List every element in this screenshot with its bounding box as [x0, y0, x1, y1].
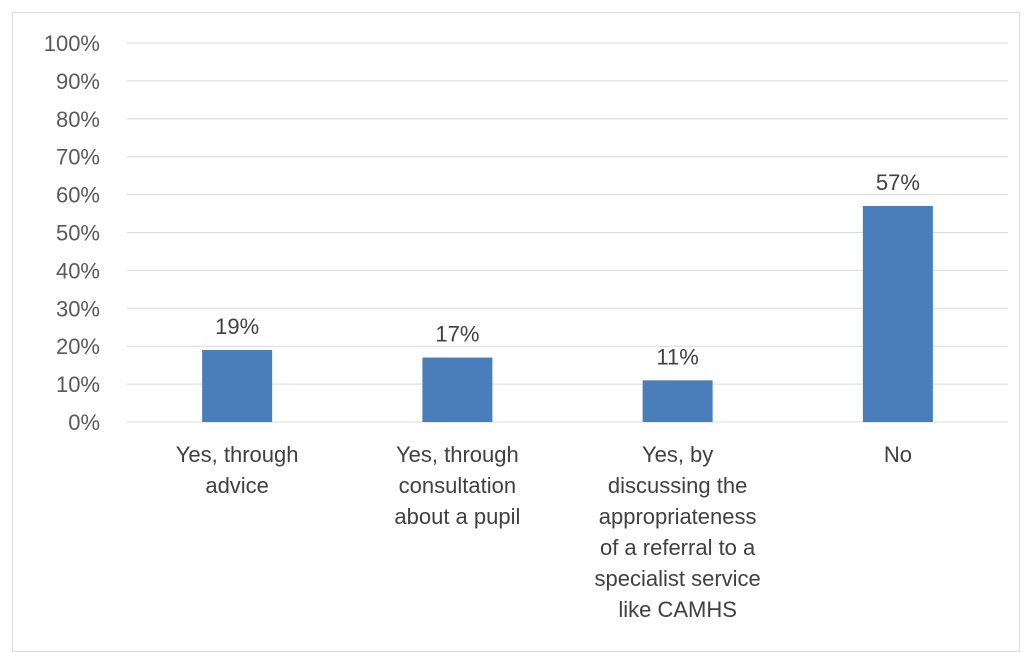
y-tick-label: 100%	[44, 31, 100, 56]
y-tick-label: 10%	[56, 372, 100, 397]
y-axis-ticks: 0% 10% 20% 30% 40% 50% 60% 70% 80% 90% 100%	[44, 31, 100, 435]
bar	[422, 357, 493, 422]
category-label-line: of a referral to a	[600, 535, 756, 560]
y-tick-label: 0%	[68, 410, 100, 435]
y-tick-label: 40%	[56, 258, 100, 283]
category-label: No	[884, 442, 912, 467]
category-label-line: Yes, through	[396, 442, 519, 467]
y-tick-label: 80%	[56, 107, 100, 132]
category-label-line: Yes, through	[176, 442, 299, 467]
category-label-line: Yes, by	[642, 442, 713, 467]
category-label: Yes, through advice	[176, 442, 299, 498]
data-label: 17%	[435, 322, 479, 347]
category-label: Yes, by discussing the appropriateness of a…	[594, 442, 760, 622]
category-labels: Yes, through advice Yes, through consultati…	[176, 442, 912, 622]
y-tick-label: 50%	[56, 221, 100, 246]
category-label-line: discussing the	[608, 473, 747, 498]
data-label: 19%	[215, 314, 259, 339]
category-label-line: consultation	[399, 473, 516, 498]
data-label: 11%	[656, 344, 698, 369]
category-label-line: about a pupil	[394, 504, 520, 529]
category-label-line: specialist service	[594, 566, 760, 591]
y-tick-label: 70%	[56, 145, 100, 170]
category-label-line: like CAMHS	[618, 597, 737, 622]
data-label: 57%	[876, 170, 920, 195]
category-label-line: No	[884, 442, 912, 467]
bar	[642, 380, 713, 422]
y-tick-label: 20%	[56, 334, 100, 359]
category-label-line: advice	[205, 473, 269, 498]
gridlines	[127, 42, 1008, 423]
y-tick-label: 60%	[56, 183, 100, 208]
category-label: Yes, through consultation about a pupil	[394, 442, 520, 529]
y-tick-label: 90%	[56, 69, 100, 94]
y-tick-label: 30%	[56, 296, 100, 321]
bar	[202, 349, 273, 422]
data-labels: 19% 17% 11% 57%	[215, 170, 920, 369]
bar	[862, 205, 933, 422]
category-label-line: appropriateness	[599, 504, 757, 529]
bars	[202, 205, 933, 422]
